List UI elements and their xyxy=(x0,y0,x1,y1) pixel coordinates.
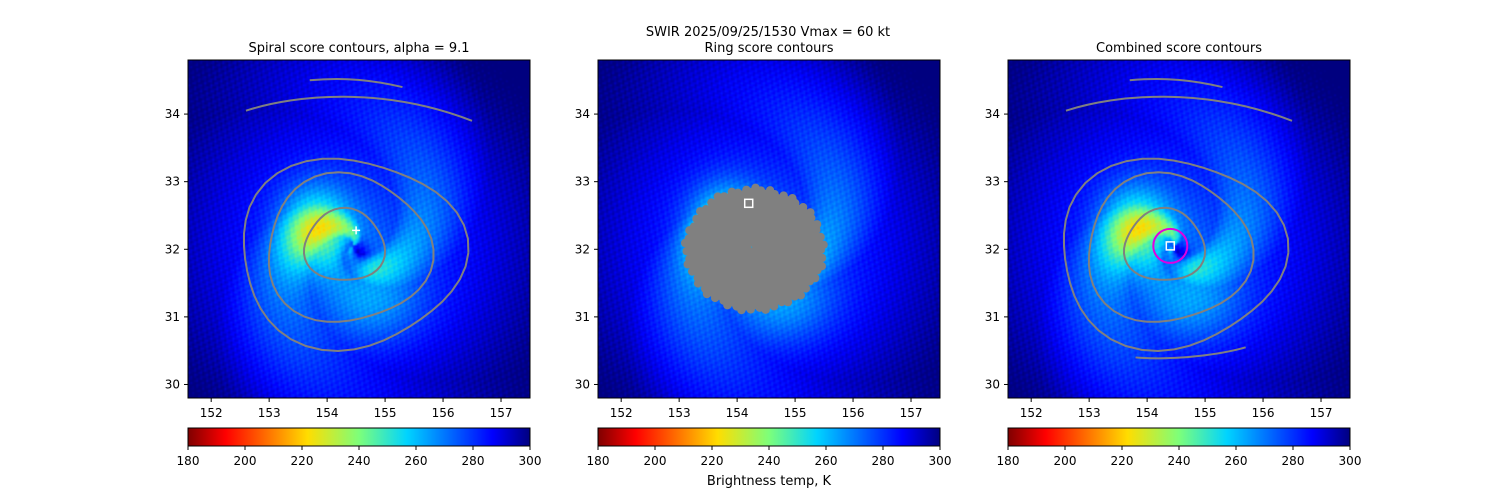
x-tick-label: 152 xyxy=(610,406,633,420)
x-tick-label: 154 xyxy=(1136,406,1159,420)
contour-line xyxy=(1087,171,1255,323)
y-tick-label: 31 xyxy=(985,310,1000,324)
y-tick-label: 30 xyxy=(575,377,590,391)
panel-ring: Ring score contours 152 153 154 155 156 157 30… xyxy=(575,41,952,468)
colorbar-tick-label: 260 xyxy=(405,454,428,468)
y-tick-label: 33 xyxy=(575,175,590,189)
colorbar-tick-label: 280 xyxy=(1282,454,1305,468)
y-tick-label: 34 xyxy=(165,107,180,121)
colorbar-tick-label: 240 xyxy=(348,454,371,468)
y-tick-label: 32 xyxy=(985,242,1000,256)
center-circle xyxy=(1152,227,1189,264)
colorbar-tick-label: 300 xyxy=(929,454,952,468)
x-tick-label: 153 xyxy=(668,406,691,420)
y-tick-label: 31 xyxy=(165,310,180,324)
contour-line xyxy=(243,157,470,353)
y-tick-label: 34 xyxy=(985,107,1000,121)
panel-title: Combined score contours xyxy=(1096,41,1262,56)
panel-title: Ring score contours xyxy=(704,41,833,56)
colorbar-tick-label: 180 xyxy=(177,454,200,468)
x-tick-label: 157 xyxy=(1310,406,1333,420)
x-tick-label: 157 xyxy=(490,406,513,420)
colorbar-tick-label: 300 xyxy=(519,454,542,468)
y-tick-label: 30 xyxy=(165,377,180,391)
colorbar-tick-label: 240 xyxy=(758,454,781,468)
colorbar-tick-label: 220 xyxy=(291,454,314,468)
x-tick-label: 155 xyxy=(784,406,807,420)
y-tick-label: 32 xyxy=(165,242,180,256)
x-tick-label: 152 xyxy=(200,406,223,420)
colorbar-tick-label: 180 xyxy=(997,454,1020,468)
contour-line xyxy=(1063,157,1290,353)
colorbar-tick-label: 200 xyxy=(234,454,257,468)
y-tick-label: 33 xyxy=(985,175,1000,189)
y-tick-label: 34 xyxy=(575,107,590,121)
colorbar-tick-label: 220 xyxy=(701,454,724,468)
contour-line xyxy=(1065,95,1293,122)
colorbar-tick-label: 300 xyxy=(1339,454,1362,468)
x-tick-label: 153 xyxy=(258,406,281,420)
y-tick-label: 31 xyxy=(575,310,590,324)
x-tick-label: 156 xyxy=(432,406,455,420)
x-tick-label: 154 xyxy=(316,406,339,420)
axes-frame xyxy=(1007,59,1351,399)
panel-title: Spiral score contours, alpha = 9.1 xyxy=(248,41,469,56)
center-marker-plus xyxy=(352,226,361,235)
colorbar-tick-label: 240 xyxy=(1168,454,1191,468)
x-tick-label: 152 xyxy=(1020,406,1043,420)
colorbar-tick-label: 280 xyxy=(462,454,485,468)
colorbar-tick-label: 260 xyxy=(1225,454,1248,468)
x-tick-label: 155 xyxy=(1194,406,1217,420)
score-contours xyxy=(1063,77,1293,360)
contour-line xyxy=(245,95,473,122)
y-tick-label: 33 xyxy=(165,175,180,189)
y-tick-label: 32 xyxy=(575,242,590,256)
colorbar-label: Brightness temp, K xyxy=(707,474,832,489)
x-tick-label: 153 xyxy=(1078,406,1101,420)
colorbar-tick-label: 200 xyxy=(1054,454,1077,468)
axes-frame xyxy=(597,59,941,399)
x-tick-label: 154 xyxy=(726,406,749,420)
contour-line xyxy=(1122,206,1207,281)
ring-score-region xyxy=(681,183,828,315)
colorbar-tick-label: 260 xyxy=(815,454,838,468)
panel-spiral: Spiral score contours, alpha = 9.1 152 15… xyxy=(165,41,542,468)
x-tick-label: 156 xyxy=(1252,406,1275,420)
x-tick-label: 155 xyxy=(374,406,397,420)
colorbar-tick-label: 180 xyxy=(587,454,610,468)
colorbar xyxy=(187,427,531,447)
contour-line xyxy=(267,171,435,323)
colorbar xyxy=(1007,427,1351,447)
center-marker-square xyxy=(1165,241,1176,251)
colorbar-tick-label: 200 xyxy=(644,454,667,468)
x-tick-label: 157 xyxy=(900,406,923,420)
score-contours xyxy=(243,77,473,353)
colorbar xyxy=(597,427,941,447)
contour-line xyxy=(1129,77,1223,89)
axes-frame xyxy=(187,59,531,399)
contour-line xyxy=(309,77,403,89)
x-tick-label: 156 xyxy=(842,406,865,420)
colorbar-tick-label: 220 xyxy=(1111,454,1134,468)
contour-line xyxy=(1135,346,1246,360)
colorbar-tick-label: 280 xyxy=(872,454,895,468)
panel-combined: Combined score contours 152 153 154 155 156 1… xyxy=(985,41,1362,468)
figure-suptitle: SWIR 2025/09/25/1530 Vmax = 60 kt xyxy=(646,25,890,40)
y-tick-label: 30 xyxy=(985,377,1000,391)
contour-line xyxy=(302,206,387,281)
center-marker-square xyxy=(743,198,754,209)
